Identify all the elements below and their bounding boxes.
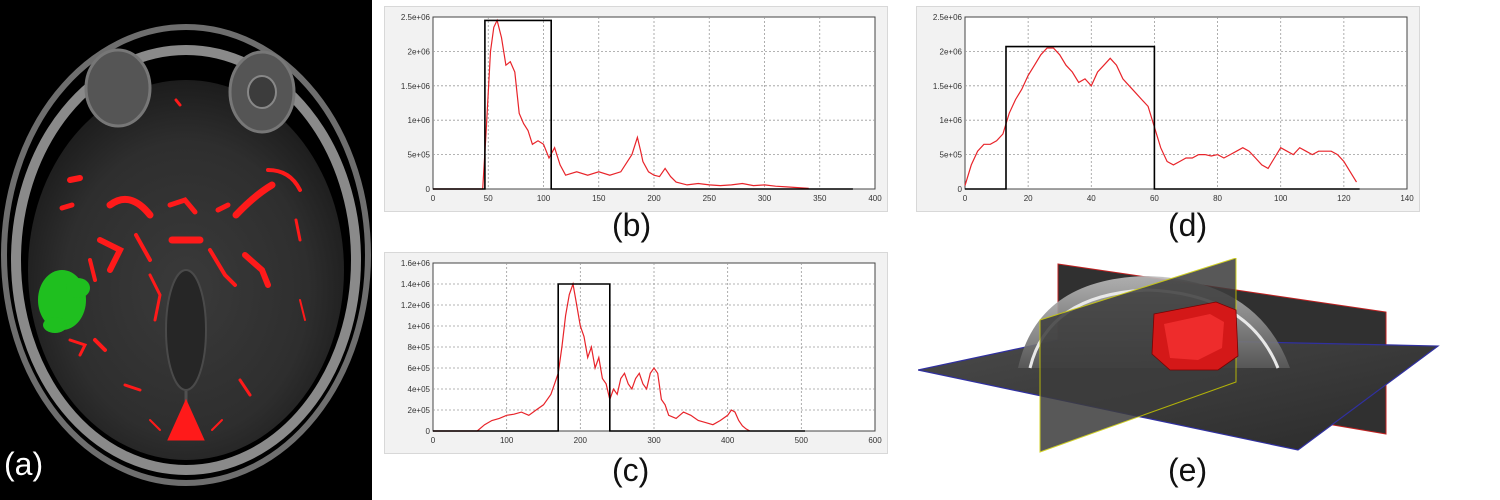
x-tick-label: 350 <box>813 194 827 203</box>
x-tick-label: 0 <box>431 436 436 445</box>
left-orbit <box>84 48 152 128</box>
x-tick-label: 50 <box>484 194 493 203</box>
y-tick-label: 2e+06 <box>408 47 431 56</box>
scalp-ring <box>1 24 371 486</box>
y-tick-label: 8e+05 <box>408 343 431 352</box>
histogram-line <box>433 18 809 190</box>
x-tick-label: 400 <box>721 436 735 445</box>
x-tick-label: 150 <box>592 194 606 203</box>
y-tick-label: 1e+06 <box>408 116 431 125</box>
caption-e: (e) <box>1168 452 1208 488</box>
x-tick-label: 600 <box>868 436 882 445</box>
x-tick-label: 250 <box>703 194 717 203</box>
y-tick-label: 2.5e+06 <box>933 13 963 22</box>
plot-c-svg: 0 100 200 300 400 500 600 0 2e+05 4e+05 6e+05 8e+05… <box>401 259 882 445</box>
y-tick-label: 1.4e+06 <box>401 280 431 289</box>
volume-rendering-image <box>917 257 1440 453</box>
plot-b: 0 50 100 150 200 250 300 350 400 0 5e+05 1e+06 1.5e+… <box>384 6 888 212</box>
skull-ring <box>11 45 361 475</box>
x-tick-label: 140 <box>1400 194 1414 203</box>
y-tick-label: 1e+06 <box>408 322 431 331</box>
y-tick-label: 6e+05 <box>408 364 431 373</box>
plot-c: 0 100 200 300 400 500 600 0 2e+05 4e+05 6e+05 8e+05… <box>384 252 888 454</box>
y-tick-label: 1e+06 <box>940 116 963 125</box>
mri-axial-slice <box>0 0 372 500</box>
window-line <box>433 19 853 190</box>
x-tick-label: 100 <box>500 436 514 445</box>
x-tick-label: 300 <box>647 436 661 445</box>
x-tick-label: 80 <box>1213 194 1222 203</box>
window-line <box>965 45 1360 190</box>
segmented-volume <box>1151 301 1239 371</box>
x-tick-label: 400 <box>868 194 882 203</box>
x-tick-label: 200 <box>574 436 588 445</box>
coronal-plane <box>1039 257 1237 453</box>
plot-d-svg: 0 20 40 60 80 100 120 140 0 5e+05 1e+06 1.5e+06 2e+0… <box>933 13 1414 203</box>
x-tick-label: 20 <box>1024 194 1033 203</box>
y-tick-label: 2.5e+06 <box>401 13 431 22</box>
y-tick-label: 0 <box>426 185 431 194</box>
y-tick-label: 1.5e+06 <box>933 82 963 91</box>
vessel-overlay <box>59 98 306 441</box>
histogram-line <box>964 47 1358 186</box>
x-tick-label: 0 <box>431 194 436 203</box>
y-tick-label: 4e+05 <box>408 385 431 394</box>
y-tick-label: 1.6e+06 <box>401 259 431 268</box>
y-tick-label: 2e+06 <box>940 47 963 56</box>
plot-d: 0 20 40 60 80 100 120 140 0 5e+05 1e+06 1.5e+06 2e+0… <box>916 6 1420 212</box>
y-tick-label: 5e+05 <box>940 151 963 160</box>
x-tick-label: 300 <box>758 194 772 203</box>
caption-c: (c) <box>612 452 650 488</box>
window-line <box>433 283 805 432</box>
plot-area <box>964 16 1408 190</box>
x-tick-label: 120 <box>1337 194 1351 203</box>
caption-a: (a) <box>4 446 44 482</box>
y-tick-label: 2e+05 <box>408 406 431 415</box>
caption-d: (d) <box>1168 207 1208 243</box>
x-tick-label: 500 <box>795 436 809 445</box>
x-tick-label: 60 <box>1150 194 1159 203</box>
y-tick-label: 5e+05 <box>408 151 431 160</box>
y-tick-label: 0 <box>958 185 963 194</box>
y-tick-label: 0 <box>426 427 431 436</box>
x-tick-label: 100 <box>1274 194 1288 203</box>
plot-b-svg: 0 50 100 150 200 250 300 350 400 0 5e+05 1e+06 1.5e+… <box>401 13 882 203</box>
lesion-overlay <box>38 270 90 333</box>
x-tick-label: 200 <box>647 194 661 203</box>
y-tick-label: 1.2e+06 <box>401 301 431 310</box>
histogram-line <box>433 281 751 432</box>
y-tick-label: 1.5e+06 <box>401 82 431 91</box>
caption-b: (b) <box>612 207 652 243</box>
volume-rendering <box>917 257 1440 454</box>
x-tick-label: 100 <box>537 194 551 203</box>
mri-slice-image <box>0 0 372 500</box>
x-tick-label: 0 <box>963 194 968 203</box>
x-tick-label: 40 <box>1087 194 1096 203</box>
